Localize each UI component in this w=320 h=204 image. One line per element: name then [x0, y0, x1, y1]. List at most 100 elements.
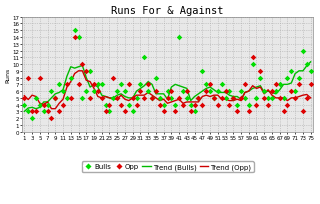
Point	[76, 83, 81, 86]
Point	[45, 103, 50, 107]
Point	[37, 76, 42, 80]
Point	[300, 50, 306, 53]
Point	[29, 117, 35, 120]
Point	[118, 103, 124, 107]
Point	[118, 83, 124, 86]
Point	[223, 97, 228, 100]
Point	[238, 90, 244, 93]
Point	[200, 70, 205, 73]
Point	[173, 110, 178, 113]
Point	[304, 97, 309, 100]
Point	[60, 90, 66, 93]
Point	[88, 70, 93, 73]
Point	[308, 70, 313, 73]
Point	[277, 97, 282, 100]
Point	[285, 103, 290, 107]
Point	[111, 97, 116, 100]
Point	[242, 83, 247, 86]
Point	[266, 103, 271, 107]
Point	[92, 90, 97, 93]
Point	[215, 90, 220, 93]
Point	[72, 29, 77, 33]
Point	[184, 97, 189, 100]
Point	[146, 90, 151, 93]
Point	[250, 56, 255, 60]
Point	[161, 103, 166, 107]
Point	[184, 90, 189, 93]
Point	[300, 110, 306, 113]
Point	[246, 103, 251, 107]
Point	[84, 90, 89, 93]
Point	[29, 110, 35, 113]
Point	[180, 90, 186, 93]
Point	[273, 90, 278, 93]
Point	[269, 90, 275, 93]
Point	[281, 97, 286, 100]
Point	[258, 70, 263, 73]
Point	[242, 97, 247, 100]
Point	[107, 110, 112, 113]
Point	[262, 97, 267, 100]
Point	[292, 90, 298, 93]
Point	[142, 56, 147, 60]
Point	[235, 110, 240, 113]
Point	[297, 76, 302, 80]
Point	[165, 97, 170, 100]
Point	[115, 90, 120, 93]
Point	[250, 63, 255, 66]
Point	[289, 70, 294, 73]
Point	[49, 90, 54, 93]
Point	[138, 83, 143, 86]
Point	[92, 83, 97, 86]
Point	[37, 103, 42, 107]
Point	[258, 76, 263, 80]
Point	[254, 103, 259, 107]
Point	[153, 90, 158, 93]
Point	[173, 103, 178, 107]
Point	[157, 103, 162, 107]
Legend: Bulls, Opp, Trend (Bulls), Trend (Opp): Bulls, Opp, Trend (Bulls), Trend (Opp)	[82, 161, 253, 172]
Point	[169, 90, 174, 93]
Point	[146, 83, 151, 86]
Point	[107, 103, 112, 107]
Point	[277, 83, 282, 86]
Point	[134, 97, 139, 100]
Title: Runs For & Against: Runs For & Against	[111, 6, 224, 16]
Point	[292, 97, 298, 100]
Point	[188, 103, 193, 107]
Point	[285, 76, 290, 80]
Point	[49, 117, 54, 120]
Point	[99, 97, 104, 100]
Point	[246, 110, 251, 113]
Y-axis label: Runs: Runs	[5, 67, 11, 82]
Point	[223, 90, 228, 93]
Point	[76, 36, 81, 39]
Point	[41, 110, 46, 113]
Point	[227, 90, 232, 93]
Point	[207, 90, 212, 93]
Point	[68, 76, 73, 80]
Point	[273, 83, 278, 86]
Point	[149, 97, 155, 100]
Point	[219, 97, 224, 100]
Point	[196, 97, 201, 100]
Point	[57, 110, 62, 113]
Point	[169, 97, 174, 100]
Point	[177, 36, 182, 39]
Point	[262, 90, 267, 93]
Point	[80, 63, 85, 66]
Point	[53, 97, 58, 100]
Point	[207, 83, 212, 86]
Point	[238, 97, 244, 100]
Point	[231, 97, 236, 100]
Point	[149, 97, 155, 100]
Point	[134, 103, 139, 107]
Point	[215, 103, 220, 107]
Point	[53, 97, 58, 100]
Point	[45, 110, 50, 113]
Point	[180, 103, 186, 107]
Point	[22, 97, 27, 100]
Point	[126, 103, 132, 107]
Point	[308, 83, 313, 86]
Point	[161, 110, 166, 113]
